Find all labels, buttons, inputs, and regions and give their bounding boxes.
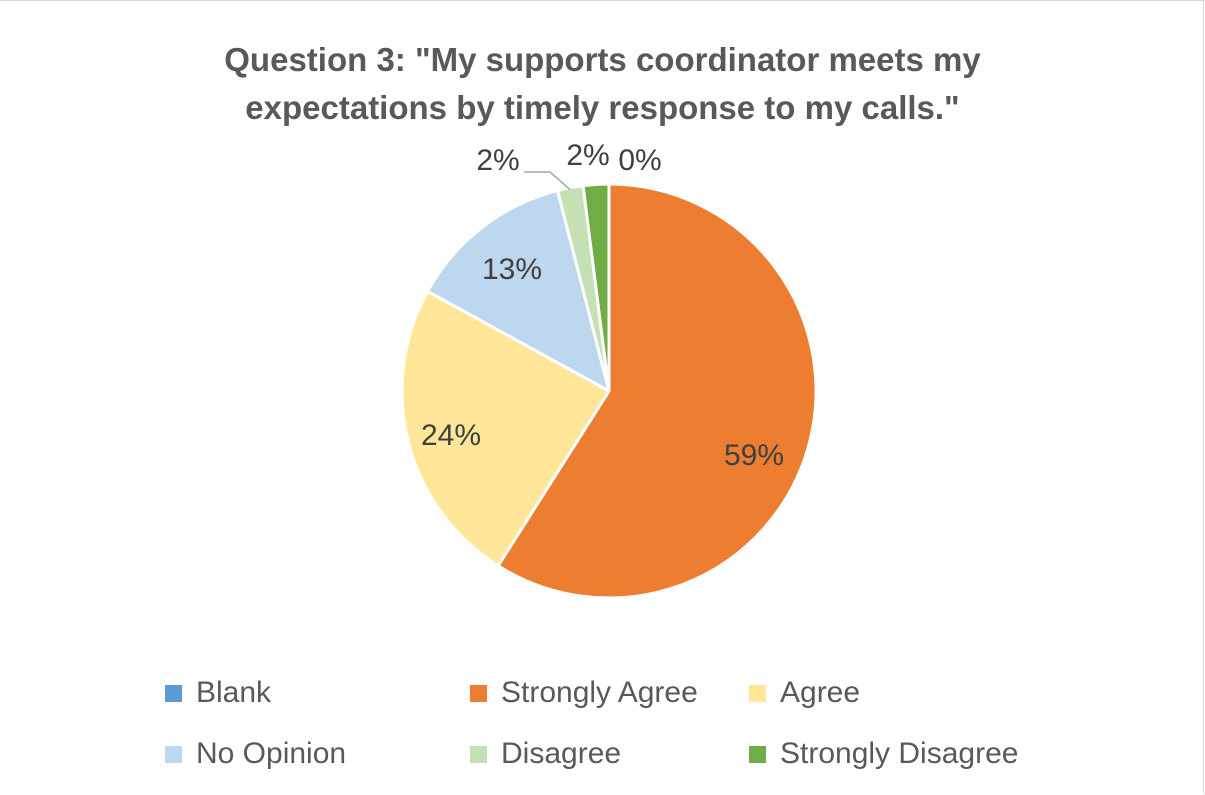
data-label-agree: 24% xyxy=(421,419,481,452)
legend-label-no-opinion: No Opinion xyxy=(196,737,347,770)
legend-swatch-no-opinion xyxy=(165,745,182,763)
legend-label-strongly-disagree: Strongly Disagree xyxy=(780,737,1019,770)
data-label-no-opinion: 13% xyxy=(482,253,542,286)
chart-title-line-2: expectations by timely response to my ca… xyxy=(245,89,960,126)
data-label-blank: 0% xyxy=(618,144,661,177)
legend-swatch-strongly-disagree xyxy=(749,745,766,763)
legend-swatch-strongly-agree xyxy=(470,684,487,702)
leader-line-disagree xyxy=(524,171,571,191)
pie-slice-strongly-agree xyxy=(496,182,818,600)
pie-slice-no-opinion xyxy=(426,189,611,393)
legend-label-disagree: Disagree xyxy=(501,737,622,770)
legend-item-strongly-disagree: Strongly Disagree xyxy=(749,734,1018,774)
legend-swatch-disagree xyxy=(470,745,487,763)
chart-title-line-1: Question 3: "My supports coordinator mee… xyxy=(224,41,981,78)
pie-slice-strongly-disagree xyxy=(581,182,611,393)
legend-label-agree: Agree xyxy=(780,676,861,709)
legend-swatch-blank xyxy=(165,684,182,702)
legend-item-no-opinion: No Opinion xyxy=(165,734,346,774)
data-label-strongly-agree: 59% xyxy=(724,439,784,472)
legend-item-agree: Agree xyxy=(749,673,860,713)
data-label-disagree: 2% xyxy=(476,144,519,177)
chart-title: Question 3: "My supports coordinator mee… xyxy=(0,36,1205,132)
legend-label-blank: Blank xyxy=(196,676,272,709)
pie-slice-agree xyxy=(400,289,611,568)
legend-item-strongly-agree: Strongly Agree xyxy=(470,673,698,713)
legend-label-strongly-agree: Strongly Agree xyxy=(501,676,698,709)
data-label-strongly-disagree: 2% xyxy=(566,139,609,172)
legend-swatch-agree xyxy=(749,684,766,702)
legend-item-disagree: Disagree xyxy=(470,734,621,774)
legend-item-blank: Blank xyxy=(165,673,271,713)
